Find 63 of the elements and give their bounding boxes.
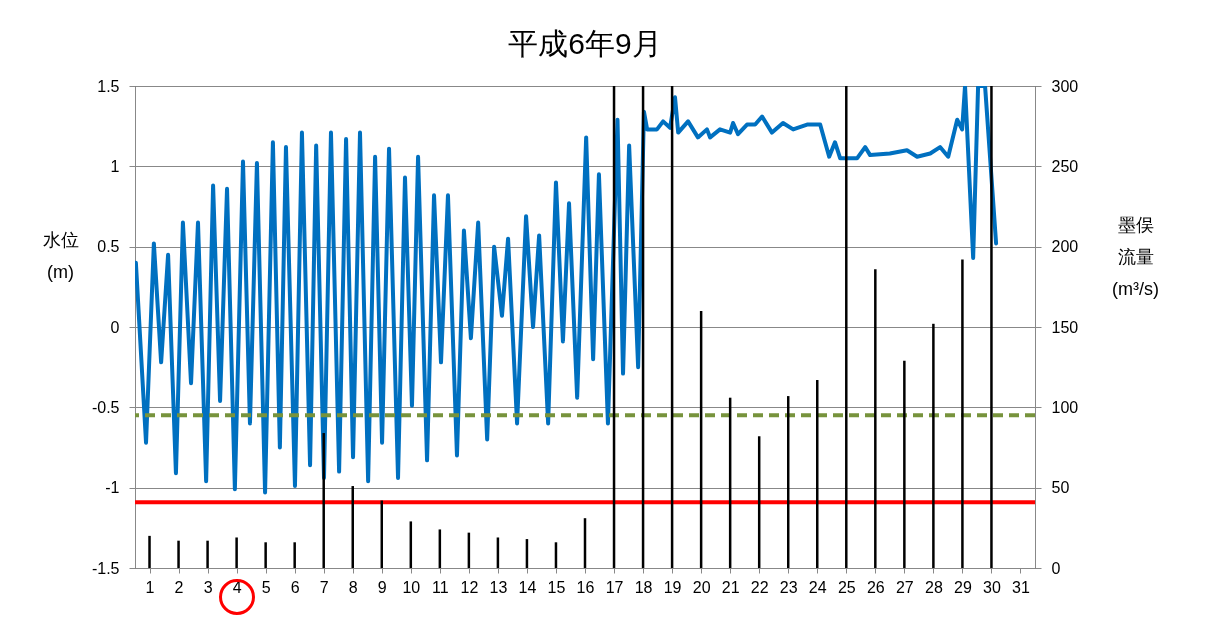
bar [264,542,267,568]
x-tick-label: 28 [924,578,943,596]
y2-axis-title: 墨俣流量 (m³/s) [1112,214,1159,299]
x-tick-label: 22 [750,578,769,596]
x-tick-label: 14 [518,578,537,596]
x-tick-label: 3 [203,578,213,596]
bar [932,323,935,568]
bar [816,380,819,568]
bar [874,269,877,568]
x-tick-label: 13 [489,578,508,596]
x-tick-label: 8 [348,578,358,596]
x-tick-label: 11 [432,578,449,596]
bar [148,535,151,568]
x-tick-label: 19 [663,578,682,596]
y2-tick-label: 200 [1051,238,1079,256]
line-series [135,86,999,495]
bar [293,542,296,568]
x-tick-label: 25 [837,578,856,596]
bar [235,537,238,568]
x-tick-label: 29 [954,578,972,596]
x-tick-label: 7 [319,578,329,596]
bar [177,540,180,568]
x-tick-label: 6 [290,578,300,596]
x-tick-label: 23 [779,578,798,596]
x-tick-label: 18 [634,578,653,596]
bar [322,433,325,568]
x-tick-label: 9 [377,578,387,596]
y2-tick-label: 300 [1051,77,1079,95]
x-tick-label: 17 [605,578,624,596]
y-tick-label: 1 [110,157,120,175]
x-tick-label: 21 [721,578,740,596]
y2-tick-label: 250 [1051,157,1079,175]
y2-tick-label: 150 [1051,318,1079,336]
x-tick-label: 10 [402,578,421,596]
bar [961,259,964,568]
chart-title: 平成6年9月 [508,27,662,60]
y2-tick-label: 50 [1051,479,1070,497]
x-tick-label: 31 [1012,578,1030,596]
x-tick-label: 12 [460,578,479,596]
x-tick-label: 1 [145,578,155,596]
y-tick-label: 1.5 [97,77,120,95]
y-tick-label: 0 [110,318,120,336]
bar [903,360,906,568]
x-tick-label: 16 [576,578,595,596]
x-tick-label: 20 [692,578,711,596]
bar [990,86,993,568]
bar [206,540,209,568]
y-tick-label: -1 [105,479,120,497]
bar [351,486,354,568]
x-tick-label: 2 [174,578,184,596]
x-tick-label: 5 [261,578,271,596]
x-tick-label: 15 [547,578,566,596]
y-axis-title: 水位 (m) [42,229,79,282]
x-tick-label: 27 [895,578,914,596]
x-tick-label: 24 [808,578,827,596]
y2-tick-label: 100 [1051,398,1079,416]
y-tick-label: 0.5 [97,238,120,256]
bar [845,86,848,568]
x-tick-label: 26 [866,578,885,596]
y-tick-label: -0.5 [91,398,120,416]
y-tick-label: -1.5 [91,559,120,577]
y2-tick-label: 0 [1051,559,1061,577]
x-tick-label: 30 [983,578,1001,596]
